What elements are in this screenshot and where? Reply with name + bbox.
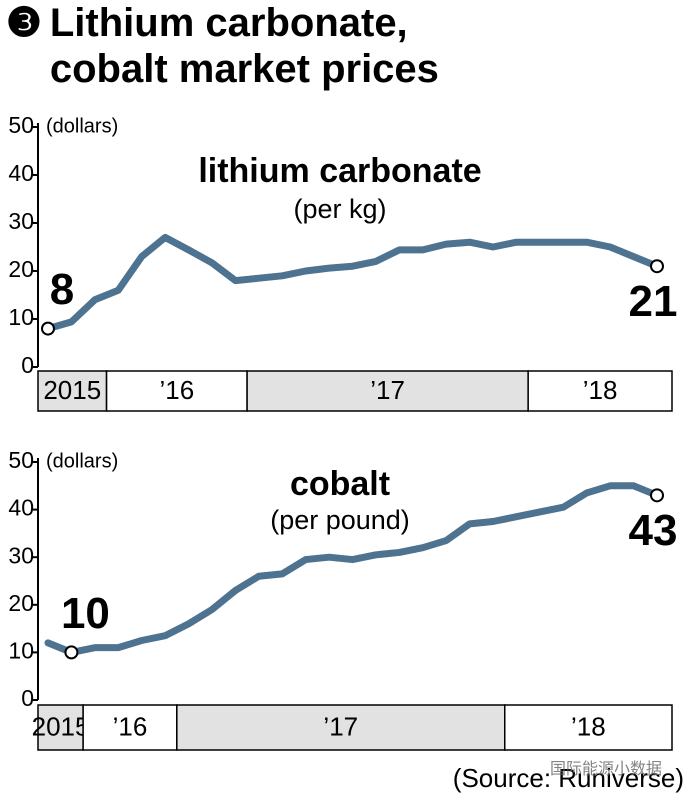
year-band [504, 704, 673, 751]
y-tick-label: 0 [21, 352, 34, 378]
header-title: Lithium carbonate, cobalt market prices [49, 1, 439, 91]
year-band [246, 370, 529, 412]
value-label: 8 [50, 265, 74, 314]
data-point [650, 488, 664, 503]
data-point [650, 259, 664, 274]
year-band [37, 370, 108, 412]
header: ❸ Lithium carbonate, cobalt market price… [6, 0, 526, 92]
data-line [44, 482, 661, 656]
year-band [527, 370, 673, 412]
value-label: 43 [629, 506, 678, 555]
data-point [64, 645, 79, 660]
chart-subtitle: (per kg) [293, 194, 386, 224]
y-tick-label: 40 [8, 160, 34, 186]
x-tick-label: ’17 [323, 711, 358, 741]
x-tick-label: ’18 [571, 711, 606, 741]
data-point [41, 321, 55, 336]
chart-title: cobalt [290, 465, 390, 503]
x-tick-label: 2015 [32, 711, 90, 741]
year-band [105, 370, 248, 412]
y-axis-label: (dollars) [46, 115, 118, 137]
value-label: 21 [629, 277, 678, 326]
y-axis-label: (dollars) [46, 450, 118, 472]
x-tick-label: ’17 [370, 375, 405, 405]
y-tick-label: 0 [21, 685, 34, 711]
y-tick-label: 20 [8, 256, 34, 282]
x-tick-label: ’16 [159, 375, 194, 405]
chart-subtitle: (per pound) [270, 505, 410, 535]
x-tick-label: ’18 [583, 375, 618, 405]
x-tick-label: 2015 [43, 375, 101, 405]
y-tick-label: 30 [8, 208, 34, 234]
y-tick-label: 10 [8, 637, 34, 663]
watermark: 国际能源小数据 [550, 760, 662, 778]
y-tick-label: 50 [8, 112, 34, 138]
value-label: 10 [61, 589, 110, 638]
source: (Source: Runiverse) [453, 763, 684, 793]
y-tick-label: 40 [8, 495, 34, 521]
x-tick-label: ’16 [113, 711, 148, 741]
year-band [176, 704, 506, 751]
y-tick-label: 10 [8, 304, 34, 330]
data-line [44, 233, 661, 333]
chart-title: lithium carbonate [198, 152, 481, 190]
y-tick-label: 30 [8, 542, 34, 568]
header-number: ❸ [6, 1, 42, 45]
year-band [82, 704, 178, 751]
y-tick-label: 50 [8, 447, 34, 473]
y-tick-label: 20 [8, 590, 34, 616]
